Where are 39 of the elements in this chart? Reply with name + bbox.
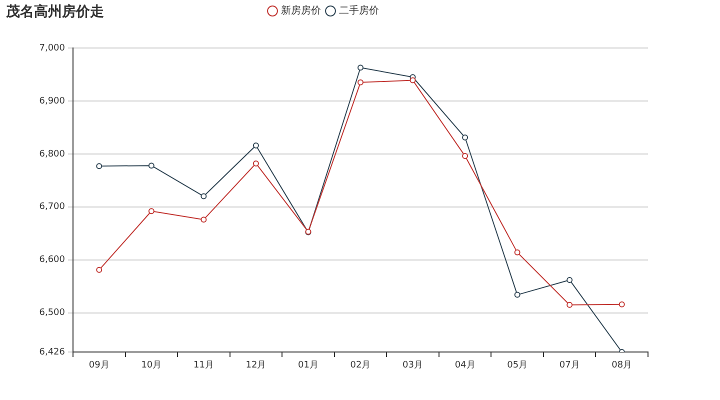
point [358, 79, 364, 86]
x-tick-label: 12月 [246, 360, 266, 371]
point [148, 208, 154, 214]
x-tick-label: 09月 [88, 360, 110, 371]
point [514, 292, 520, 298]
y-tick-label: 6,500 [39, 308, 66, 318]
x-tick-label: 11月 [193, 360, 214, 371]
point [148, 162, 154, 169]
x-tick-label: 05月 [507, 360, 528, 371]
point [410, 77, 416, 84]
x-tick-label: 07月 [559, 360, 580, 371]
x-tick-label: 08月 [612, 360, 632, 371]
point [514, 249, 520, 256]
x-tick-label: 10月 [141, 360, 162, 371]
legend-label: 二手房价 [339, 4, 379, 17]
point [462, 134, 468, 141]
point [358, 64, 364, 71]
y-tick-label: 6,600 [39, 255, 66, 266]
x-tick-label: 04月 [454, 360, 476, 371]
point [566, 276, 573, 283]
point [96, 266, 102, 273]
point [252, 142, 259, 148]
x-tick-label: 01月 [298, 360, 318, 371]
point [618, 301, 625, 308]
point [462, 153, 468, 160]
point [252, 160, 259, 166]
y-tick-label: 7,000 [39, 43, 66, 54]
y-tick-label: 6,800 [39, 149, 66, 160]
y-tick-label: 6,900 [39, 96, 66, 106]
x-tick-label: 02月 [350, 360, 371, 371]
y-tick-label: 6,426 [39, 347, 66, 358]
legend-label: 新房房价 [281, 4, 321, 17]
point [96, 163, 102, 170]
y-tick-label: 6,700 [39, 202, 66, 212]
chart-title: 茂名高州房价走 [6, 3, 104, 21]
point [566, 302, 573, 308]
point [200, 193, 207, 200]
point [200, 216, 207, 223]
x-tick-label: 03月 [402, 360, 423, 371]
